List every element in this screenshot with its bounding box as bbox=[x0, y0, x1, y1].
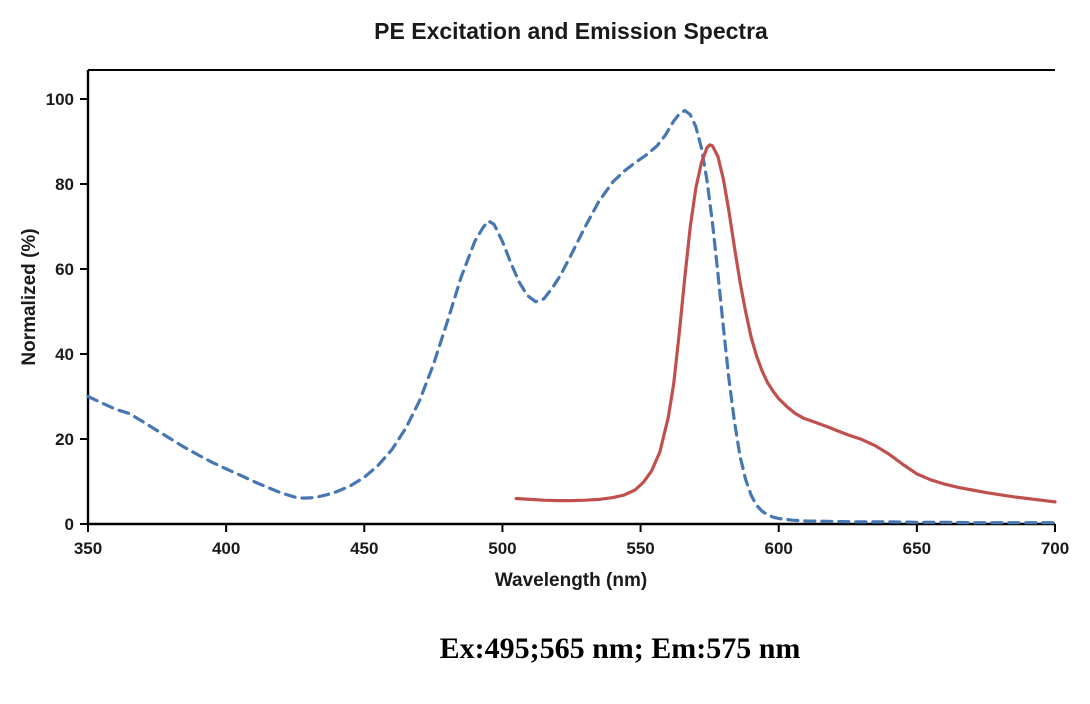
excitation-curve bbox=[86, 108, 1057, 525]
x-tick-label: 550 bbox=[626, 539, 654, 558]
chart-canvas: 0 20 40 60 80 100 350 400 450 500 550 600 650 700 bbox=[46, 69, 1069, 558]
x-tick-label: 600 bbox=[765, 539, 793, 558]
y-tick-label: 100 bbox=[46, 90, 74, 109]
chart-title: PE Excitation and Emission Spectra bbox=[374, 18, 768, 44]
y-axis-title: Normalized (%) bbox=[19, 228, 40, 366]
x-tick-label: 650 bbox=[903, 539, 931, 558]
x-tick-label: 400 bbox=[212, 539, 240, 558]
y-tick-label: 0 bbox=[65, 515, 74, 534]
x-tick-label: 500 bbox=[488, 539, 516, 558]
x-tick-label: 700 bbox=[1041, 539, 1069, 558]
figure-caption: Ex:495;565 nm; Em:575 nm bbox=[439, 632, 801, 665]
y-tick-label: 80 bbox=[55, 175, 74, 194]
emission-curve bbox=[514, 143, 1057, 504]
x-tick-label: 350 bbox=[74, 539, 102, 558]
x-axis-title: Wavelength (nm) bbox=[494, 570, 648, 591]
y-tick-label: 20 bbox=[55, 430, 74, 449]
y-tick-label: 40 bbox=[55, 345, 74, 364]
y-tick-label: 60 bbox=[55, 260, 74, 279]
x-tick-label: 450 bbox=[350, 539, 378, 558]
